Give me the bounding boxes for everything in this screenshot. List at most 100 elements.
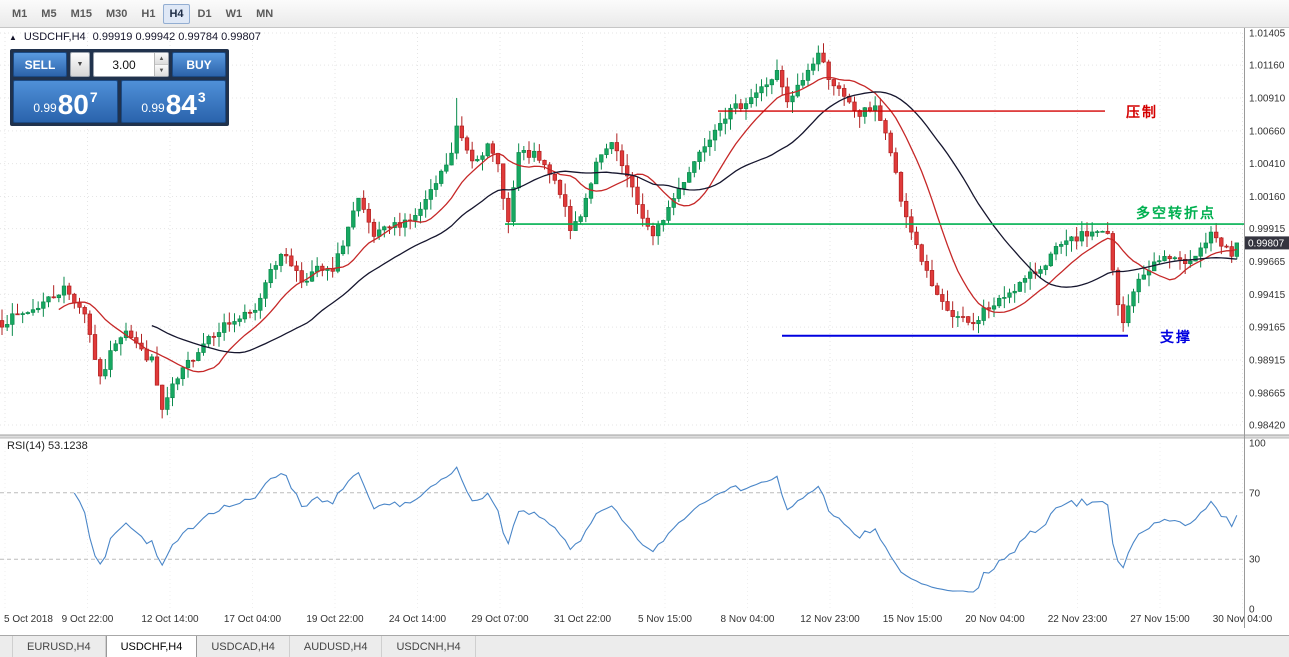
candle-body: [1157, 260, 1162, 263]
panel-separator[interactable]: [0, 435, 1289, 438]
candle-body: [563, 194, 568, 207]
candle-body: [175, 378, 180, 385]
timeframe-button-m30[interactable]: M30: [105, 7, 128, 20]
candle-body: [816, 52, 821, 65]
candle-body: [831, 79, 836, 87]
volume-increase-button[interactable]: ▲: [155, 53, 168, 65]
chart-canvas[interactable]: 5 Oct 2018 9 Oct 22:00 12 Oct 14:00 17 Oct …: [0, 28, 1289, 635]
candle-body: [1038, 269, 1043, 274]
tab-audusd[interactable]: AUDUSD,H4: [290, 636, 383, 657]
candle-body: [945, 301, 950, 311]
price-axis-label: 1.01160: [1249, 61, 1285, 72]
buy-button[interactable]: BUY: [172, 52, 226, 77]
candle-body: [914, 231, 919, 246]
candle-body: [950, 310, 955, 317]
candle-body: [82, 307, 87, 315]
candle-body: [749, 97, 754, 105]
candle-body: [289, 255, 294, 267]
candle-body: [924, 261, 929, 271]
chart-title: USDCHF,H4: [23, 31, 86, 43]
candle-body: [625, 165, 630, 177]
volume-decrease-button[interactable]: ▼: [155, 65, 168, 76]
tab-usdchf[interactable]: USDCHF,H4: [105, 636, 198, 657]
candle-body: [216, 332, 222, 337]
price-axis-label: 0.99165: [1249, 323, 1286, 334]
timeframe-button-h4[interactable]: H4: [163, 3, 190, 24]
candle-body: [340, 245, 346, 255]
candle-body: [402, 219, 408, 228]
pivot-label[interactable]: 多空转折点: [1136, 205, 1216, 221]
candle-body: [873, 105, 878, 111]
resistance-label[interactable]: 压制: [1126, 104, 1158, 120]
candle-body: [743, 103, 749, 109]
candle-body: [0, 320, 5, 328]
price-axis-label: 0.98665: [1249, 388, 1286, 399]
candle-body: [77, 302, 82, 308]
candle-body: [149, 356, 154, 361]
candle-body: [1017, 282, 1022, 292]
candle-body: [108, 350, 113, 370]
trade-options-dropdown[interactable]: ▼: [70, 52, 90, 77]
candle-body: [718, 123, 723, 131]
support-label[interactable]: 支撑: [1160, 329, 1192, 345]
candle-body: [459, 125, 464, 139]
candle-body: [15, 313, 20, 316]
candle-body: [532, 150, 537, 158]
chevron-down-icon: ▼: [76, 61, 84, 68]
time-axis-label: 8 Nov 04:00: [721, 614, 775, 625]
candle-body: [733, 103, 738, 109]
timeframe-button-d1[interactable]: D1: [197, 7, 212, 20]
candle-body: [98, 359, 103, 377]
candle-body: [960, 316, 966, 318]
sell-button[interactable]: SELL: [13, 52, 67, 77]
candle-body: [878, 105, 883, 121]
buy-price-pip: 3: [197, 89, 206, 105]
volume-input[interactable]: 3.00 ▲ ▼: [93, 52, 169, 77]
candle-body: [888, 132, 893, 154]
candle-body: [614, 142, 619, 152]
candle-body: [371, 221, 377, 237]
candle-body: [883, 120, 888, 134]
candle-body: [929, 270, 935, 287]
candle-body: [630, 175, 635, 188]
rsi-axis-label: 70: [1249, 488, 1261, 499]
rsi-axis-label: 0: [1249, 605, 1255, 616]
timeframe-button-m1[interactable]: M1: [12, 7, 28, 20]
candle-body: [1095, 231, 1100, 233]
sell-price-display[interactable]: 0.99 80 7: [13, 80, 118, 123]
candle-body: [1007, 292, 1012, 298]
candle-body: [346, 226, 351, 247]
candle-body: [650, 226, 656, 237]
tab-usdcnh[interactable]: USDCNH,H4: [382, 636, 476, 657]
sell-price-pip: 7: [89, 89, 98, 105]
candle-body: [728, 107, 733, 120]
buy-price-display[interactable]: 0.99 84 3: [121, 80, 226, 123]
candle-body: [67, 285, 72, 295]
candle-body: [418, 208, 423, 216]
candle-body: [1074, 236, 1079, 242]
candle-body: [1084, 231, 1090, 237]
candle-body: [1012, 290, 1017, 294]
price-axis-label: 0.99915: [1249, 224, 1286, 235]
tab-usdcad[interactable]: USDCAD,H4: [197, 636, 290, 657]
candle-body: [439, 170, 444, 184]
candle-body: [263, 282, 268, 299]
candle-body: [413, 215, 418, 221]
timeframe-button-m5[interactable]: M5: [41, 7, 57, 20]
current-price-text: 0.99807: [1248, 238, 1285, 249]
candle-body: [335, 253, 340, 272]
timeframe-button-m15[interactable]: M15: [70, 7, 92, 20]
candle-body: [222, 322, 227, 333]
timeframe-button-mn[interactable]: MN: [256, 7, 274, 20]
timeframe-button-h1[interactable]: H1: [141, 7, 156, 20]
timeframe-button-w1[interactable]: W1: [225, 7, 243, 20]
volume-value[interactable]: 3.00: [112, 57, 136, 72]
candle-body: [774, 70, 780, 80]
candle-body: [687, 172, 692, 183]
tab-eurusd[interactable]: EURUSD,H4: [12, 636, 106, 657]
candle-body: [30, 309, 36, 313]
candle-body: [1115, 269, 1121, 306]
candle-body: [955, 316, 960, 318]
price-axis-label: 1.00910: [1249, 94, 1286, 105]
